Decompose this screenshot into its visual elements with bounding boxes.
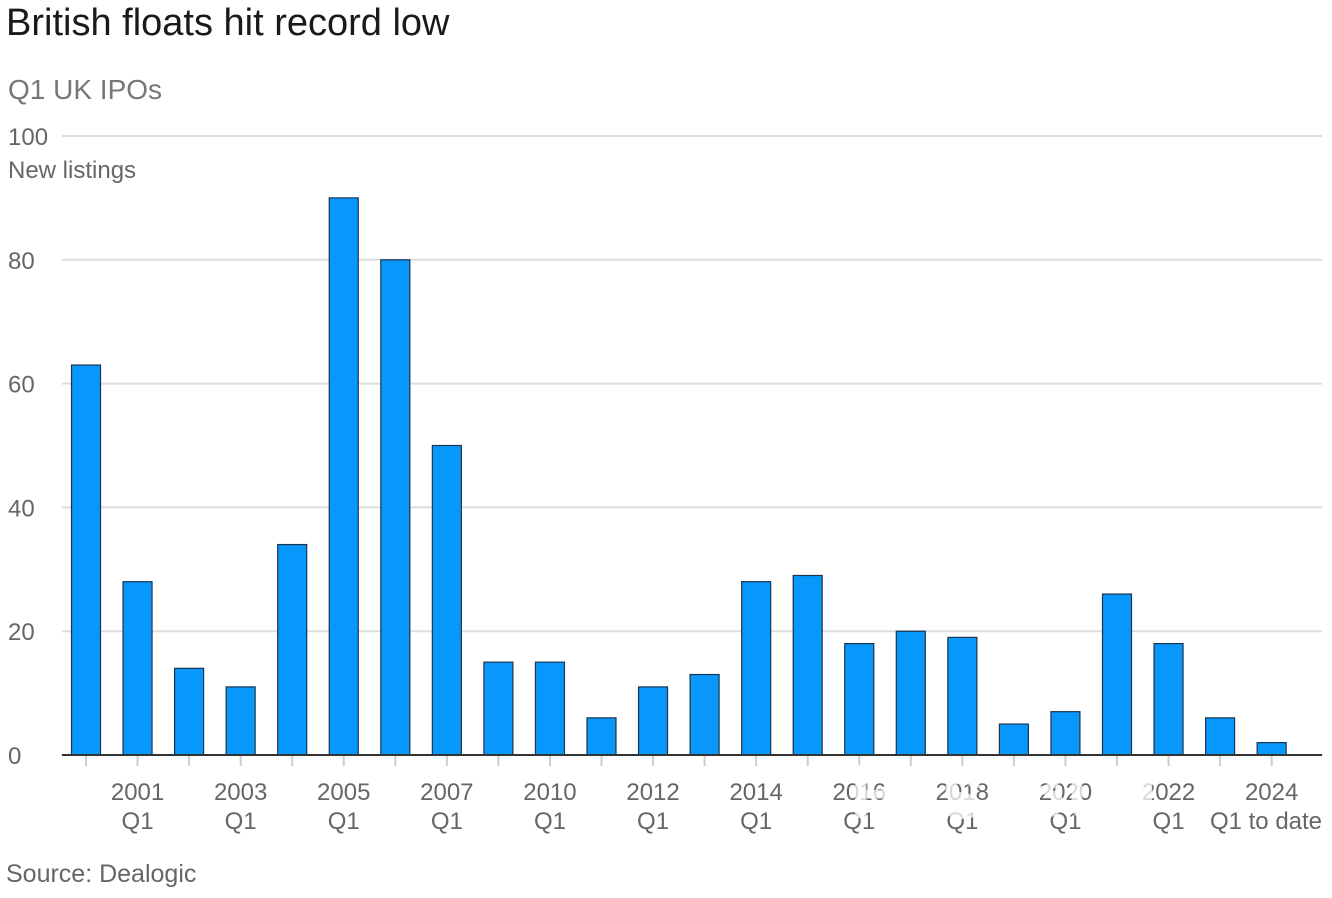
x-tick-label-quarter: Q1 xyxy=(1049,808,1081,835)
x-tick-label-quarter: Q1 xyxy=(637,808,669,835)
bar-2015-q1 xyxy=(792,574,823,756)
bar-2006-q1 xyxy=(380,259,411,756)
source-note: Source: Dealogic xyxy=(6,860,197,888)
x-tick-label-year: 2018 xyxy=(936,779,989,806)
bar-2021-q1 xyxy=(1101,593,1133,756)
x-axis xyxy=(62,754,1322,766)
x-tick-label-year: 2012 xyxy=(626,779,679,806)
gridlines xyxy=(62,135,1322,633)
x-tick-label-quarter: Q1 to date xyxy=(1210,808,1322,835)
chart-subtitle: Q1 UK IPOs xyxy=(8,74,163,105)
bar-2002-q1 xyxy=(174,667,205,756)
y-tick-label: 40 xyxy=(8,495,35,522)
y-tick-label: 100 xyxy=(8,124,48,151)
bar-2003-q1 xyxy=(225,686,256,756)
y-tick-label: 60 xyxy=(8,372,35,399)
bar-2010-q1 xyxy=(534,661,566,756)
bar-2011-q1 xyxy=(586,717,617,756)
x-tick-label-quarter: Q1 xyxy=(1153,808,1185,835)
bar-2001-q1 xyxy=(122,581,153,756)
bar-2020-q1 xyxy=(1050,711,1081,756)
bar-2004-q1 xyxy=(277,543,308,756)
bar-2016-q1 xyxy=(844,642,875,756)
x-tick-label-year: 2001 xyxy=(111,779,164,806)
x-tick-label-year: 2010 xyxy=(523,779,576,806)
bar-2008-q1 xyxy=(483,661,514,756)
y-tick-label: 0 xyxy=(8,743,21,770)
x-tick-label-year: 2003 xyxy=(214,779,267,806)
bar-2012-q1 xyxy=(637,686,669,756)
x-tick-label-quarter: Q1 xyxy=(122,808,154,835)
bar-2007-q1 xyxy=(431,444,462,756)
x-tick-label-quarter: Q1 xyxy=(843,808,875,835)
bar-2005-q1 xyxy=(328,197,359,756)
x-tick-label-year: 2020 xyxy=(1039,779,1092,806)
y-axis-label: New listings xyxy=(8,157,136,184)
x-tick-label-year: 2022 xyxy=(1142,779,1195,806)
bar-2022-q1 xyxy=(1153,642,1184,756)
x-tick-label-quarter: Q1 xyxy=(740,808,772,835)
x-tick-label-year: 2024 xyxy=(1245,779,1298,806)
bar-2014-q1 xyxy=(741,581,772,756)
x-tick-label-year: 2016 xyxy=(833,779,886,806)
y-tick-label: 80 xyxy=(8,248,35,275)
bar-2023-q1 xyxy=(1204,717,1236,756)
x-tick-label-quarter: Q1 xyxy=(431,808,463,835)
bar-2019-q1 xyxy=(998,723,1030,756)
x-tick-label-quarter: Q1 xyxy=(534,808,566,835)
bar-2017-q1 xyxy=(895,630,926,756)
bar-2013-q1 xyxy=(689,673,720,756)
y-tick-label: 20 xyxy=(8,619,35,646)
x-axis-ticks: 2001Q12003Q12005Q12007Q12010Q12012Q12014… xyxy=(111,779,1322,835)
y-axis-ticks: 0 20 40 60 80 100 xyxy=(8,124,48,770)
bar-2018-q1 xyxy=(947,636,978,756)
x-tick-label-quarter: Q1 xyxy=(328,808,360,835)
bar-2000-q1 xyxy=(70,364,102,756)
bars xyxy=(70,197,1287,756)
x-tick-label-quarter: Q1 xyxy=(225,808,257,835)
x-tick-label-quarter: Q1 xyxy=(946,808,978,835)
watermark-text: FastBull xyxy=(850,747,1158,835)
bar-2024-q1-to-date xyxy=(1256,742,1287,756)
x-tick-label-year: 2014 xyxy=(729,779,782,806)
x-tick-label-year: 2007 xyxy=(420,779,473,806)
x-tick-label-year: 2005 xyxy=(317,779,370,806)
chart-title: British floats hit record low xyxy=(6,2,450,44)
